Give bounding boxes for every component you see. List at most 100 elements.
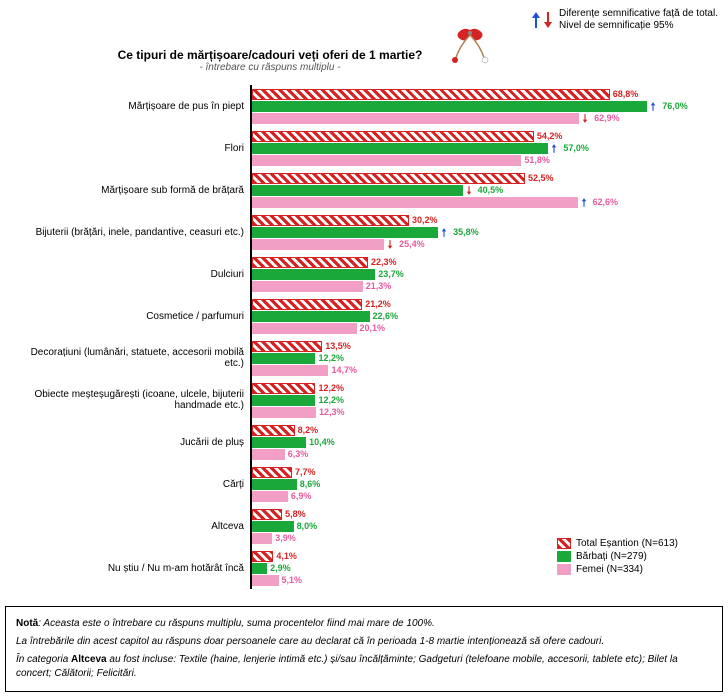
bar (252, 437, 306, 448)
bar (252, 467, 292, 478)
category-label: Dulciuri (10, 269, 250, 280)
bar-wrap: 57,0% (252, 143, 710, 154)
bars-group: 22,3% 23,7% 21,3% (252, 257, 710, 292)
bar-value-label: 20,1% (360, 323, 386, 333)
bar-value-label: 57,0% (563, 143, 589, 153)
legend-label: Total Eșantion (N=613) (576, 538, 678, 549)
bar (252, 365, 328, 376)
bar (252, 299, 362, 310)
bar (252, 353, 315, 364)
bar-wrap: 12,2% (252, 383, 710, 394)
category-label: Obiecte meșteșugărești (icoane, ulcele, … (10, 389, 250, 411)
bar (252, 509, 282, 520)
bar-value-label: 62,9% (594, 113, 620, 123)
chart-row: Dulciuri 22,3% 23,7% 21,3% (10, 253, 710, 295)
bar-wrap: 12,2% (252, 353, 710, 364)
chart-row: Mărțișoare de pus în piept 68,8% 76,0%62,9… (10, 85, 710, 127)
legend-swatch (557, 551, 571, 562)
bar-wrap: 23,7% (252, 269, 710, 280)
note-bold: Altceva (71, 654, 107, 665)
note-1: Notă: Aceasta este o întrebare cu răspun… (16, 617, 712, 631)
bar-wrap: 76,0% (252, 101, 710, 112)
bar-value-label: 10,4% (309, 437, 335, 447)
bar-value-label: 23,7% (378, 269, 404, 279)
arrow-down-icon (464, 185, 474, 196)
bar-value-label: 6,9% (291, 491, 312, 501)
title-block: Ce tipuri de mărțișoare/cadouri veți ofe… (100, 48, 440, 73)
bars-group: 8,2% 10,4% 6,3% (252, 425, 710, 460)
legend-swatch (557, 564, 571, 575)
chart-row: Obiecte meșteșugărești (icoane, ulcele, … (10, 379, 710, 421)
bar (252, 281, 363, 292)
bar-value-label: 7,7% (295, 467, 316, 477)
arrow-up-icon (531, 10, 541, 30)
legend-label: Bărbați (N=279) (576, 551, 647, 562)
bar-value-label: 54,2% (537, 131, 563, 141)
bar (252, 479, 297, 490)
bar-wrap: 6,9% (252, 491, 710, 502)
bar-wrap: 10,4% (252, 437, 710, 448)
bar (252, 227, 438, 238)
bar (252, 185, 463, 196)
arrow-up-icon (549, 143, 559, 154)
bar-wrap: 14,7% (252, 365, 710, 376)
bar-value-label: 14,7% (331, 365, 357, 375)
bar-value-label: 12,2% (318, 395, 344, 405)
bar-value-label: 40,5% (478, 185, 504, 195)
note-text: : Aceasta este o întrebare cu răspuns mu… (38, 618, 435, 629)
notes-box: Notă: Aceasta este o întrebare cu răspun… (5, 606, 723, 692)
bar-wrap: 51,8% (252, 155, 710, 166)
bar-value-label: 5,8% (285, 509, 306, 519)
chart-subtitle: - întrebare cu răspuns multiplu - (100, 62, 440, 73)
bar-wrap: 62,9% (252, 113, 710, 124)
bar-value-label: 25,4% (399, 239, 425, 249)
bar-value-label: 8,0% (297, 521, 318, 531)
bars-group: 13,5% 12,2%14,7% (252, 341, 710, 376)
bar (252, 491, 288, 502)
bar-value-label: 8,2% (298, 425, 319, 435)
category-label: Bijuterii (brățări, inele, pandantive, c… (10, 227, 250, 238)
legend: Total Eșantion (N=613) Bărbați (N=279) Fem… (557, 536, 678, 577)
bar-wrap: 7,7% (252, 467, 710, 478)
note-text: În categoria (16, 654, 71, 665)
bar (252, 155, 521, 166)
category-label: Mărțișoare de pus în piept (10, 101, 250, 112)
bar-wrap: 52,5% (252, 173, 710, 184)
bar-wrap: 6,3% (252, 449, 710, 460)
bar (252, 425, 295, 436)
category-label: Mărțișoare sub formă de brățară (10, 185, 250, 196)
bar-wrap: 12,2% (252, 395, 710, 406)
bar-value-label: 22,6% (373, 311, 399, 321)
bar-wrap: 8,6% (252, 479, 710, 490)
bar (252, 197, 578, 208)
bar-value-label: 12,2% (318, 383, 344, 393)
bars-group: 21,2% 22,6% 20,1% (252, 299, 710, 334)
bars-group: 12,2% 12,2% 12,3% (252, 383, 710, 418)
bar-value-label: 22,3% (371, 257, 397, 267)
bar (252, 383, 315, 394)
bar-value-label: 12,3% (319, 407, 345, 417)
bars-group: 7,7% 8,6% 6,9% (252, 467, 710, 502)
bar (252, 113, 579, 124)
arrow-up-icon (439, 227, 449, 238)
bar-wrap: 22,6% (252, 311, 710, 322)
significance-legend: Diferențe semnificative față de total. N… (531, 8, 718, 32)
bar-wrap: 22,3% (252, 257, 710, 268)
bars-group: 52,5%40,5%62,6% (252, 173, 710, 208)
bar (252, 215, 409, 226)
chart-row: Flori54,2%57,0%51,8% (10, 127, 710, 169)
bar-wrap: 13,5% (252, 341, 710, 352)
bar-value-label: 13,5% (325, 341, 351, 351)
arrow-down-icon (385, 239, 395, 250)
bar-wrap: 21,3% (252, 281, 710, 292)
bars-group: 68,8% 76,0%62,9% (252, 89, 710, 124)
bar (252, 341, 322, 352)
bar-value-label: 21,2% (365, 299, 391, 309)
bar (252, 551, 273, 562)
bar-value-label: 68,8% (613, 89, 639, 99)
legend-label: Femei (N=334) (576, 564, 643, 575)
bar-value-label: 8,6% (300, 479, 321, 489)
chart-row: Jucării de pluș8,2%10,4%6,3% (10, 421, 710, 463)
chart-row: Cărți7,7%8,6%6,9% (10, 463, 710, 505)
category-label: Decorațiuni (lumânări, statuete, accesor… (10, 347, 250, 369)
